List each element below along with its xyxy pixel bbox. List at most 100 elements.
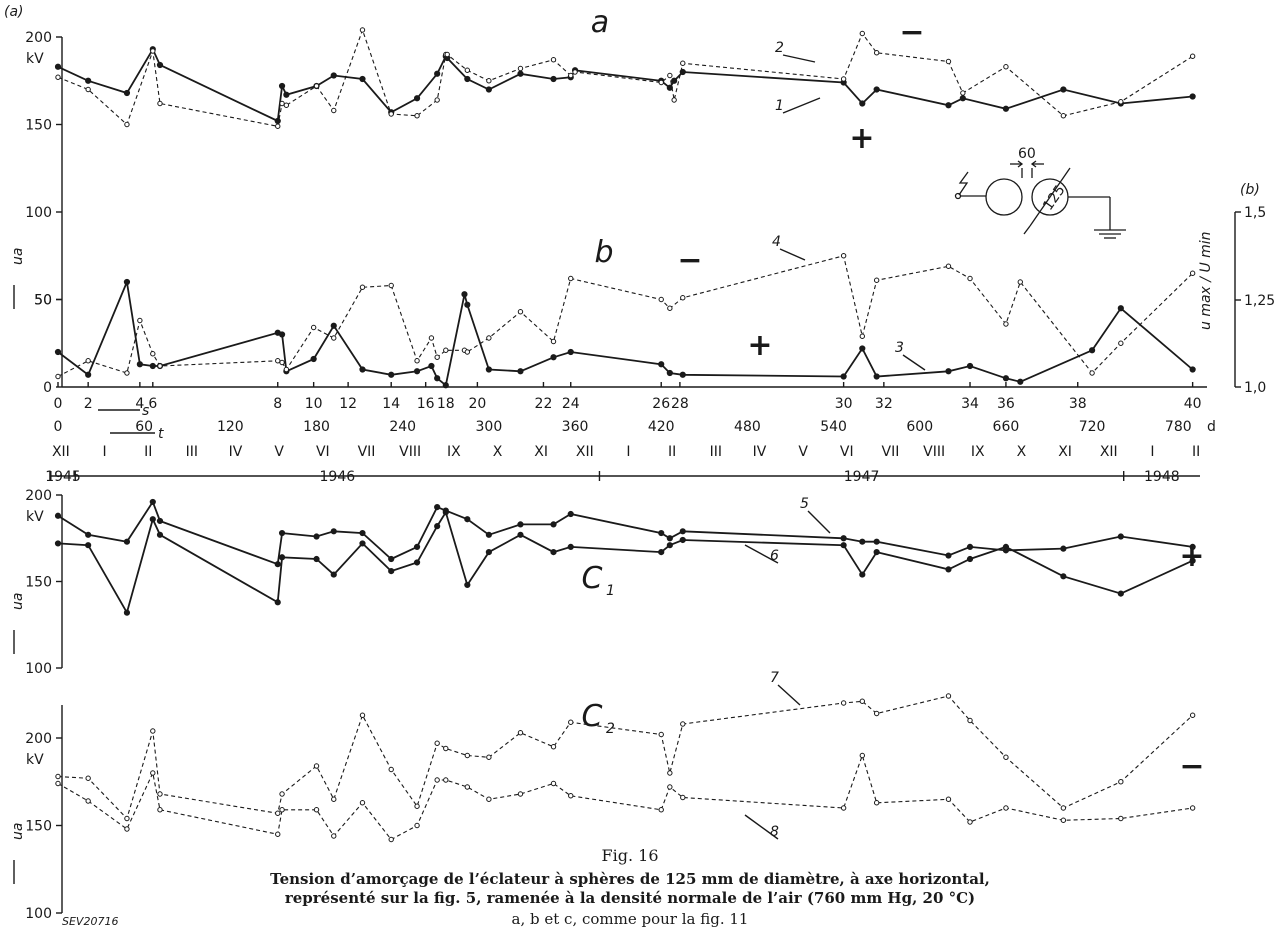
data-point-5 [485, 531, 492, 538]
panel-label-c1-sub: 1 [606, 583, 615, 599]
data-point-8 [873, 800, 880, 806]
data-point-7 [279, 791, 285, 797]
data-point-6 [567, 543, 574, 551]
data-point-4 [486, 335, 492, 341]
data-point-8 [517, 791, 524, 797]
data-point-7 [517, 730, 524, 736]
y-axis-symbol: ua [10, 593, 26, 610]
inset-gap-label: 60 [1018, 146, 1036, 162]
data-point-5 [123, 538, 131, 545]
data-point-4 [124, 370, 130, 376]
y-tick-label: 150 [25, 819, 52, 835]
data-point-8 [1118, 815, 1124, 822]
t-tick-label: 180 [303, 419, 330, 435]
month-label: VII [882, 444, 900, 460]
y-tick-label: 50 [34, 293, 52, 309]
data-layer [54, 27, 1196, 843]
data-point-8 [945, 796, 952, 802]
data-point-6 [966, 555, 974, 563]
data-point-2 [1060, 113, 1067, 119]
series-leader-3 [902, 354, 926, 371]
data-point-6 [434, 523, 441, 530]
s-tick-label: 30 [835, 396, 853, 412]
data-point-8 [859, 752, 865, 759]
data-point-7 [275, 810, 281, 816]
month-label: XII [1100, 444, 1118, 460]
t-tick-label: 0 [54, 419, 63, 435]
data-point-2 [313, 83, 320, 89]
caption-figure-number: Fig. 16 [601, 846, 659, 865]
data-point-2 [275, 123, 281, 129]
data-point-1 [123, 89, 131, 97]
data-point-8 [680, 794, 686, 801]
y-unit-label-c1: kV [26, 509, 44, 525]
data-point-8 [331, 833, 337, 839]
data-point-2 [279, 100, 285, 107]
data-point-8 [157, 807, 163, 813]
y-tick-label: 200 [25, 30, 52, 46]
month-label: I [1150, 444, 1154, 460]
series-sign-1: + [849, 121, 874, 156]
series-line-8 [57, 753, 1193, 841]
data-point-3 [85, 371, 92, 378]
y-axis-symbol: ua [10, 248, 26, 265]
series-leader-8 [744, 814, 779, 840]
data-point-3 [550, 354, 557, 361]
data-point-7 [464, 752, 471, 759]
data-point-2 [859, 30, 865, 37]
y-tick-label: 100 [25, 906, 52, 922]
data-point-7 [55, 773, 61, 780]
s-tick-label: 40 [1184, 396, 1202, 412]
data-point-2 [157, 100, 163, 107]
data-point-8 [434, 777, 440, 783]
data-point-1 [959, 95, 966, 102]
t-tick-label: 540 [820, 419, 847, 435]
data-point-4 [414, 358, 420, 364]
data-point-8 [667, 784, 673, 790]
data-point-3 [310, 355, 317, 363]
data-point-3 [485, 366, 492, 373]
s-tick-label: 16 [417, 396, 435, 412]
data-point-4 [157, 363, 163, 369]
data-point-8 [150, 770, 156, 776]
data-point-4 [464, 349, 471, 355]
data-point-2 [85, 86, 91, 93]
data-point-2 [840, 76, 847, 82]
month-label: XII [576, 444, 594, 460]
t-tick-label: 720 [1079, 419, 1106, 435]
s-tick-label: 38 [1069, 396, 1087, 412]
data-point-4 [275, 358, 281, 364]
data-point-2 [568, 72, 574, 79]
data-point-5 [859, 538, 866, 545]
data-point-3 [388, 371, 395, 378]
year-label: 1948 [1144, 469, 1180, 485]
data-point-6 [873, 548, 880, 556]
data-point-5 [666, 535, 673, 542]
data-point-7 [1189, 712, 1196, 718]
data-point-1 [330, 72, 337, 79]
y-right-tick-label: 1,25 [1244, 293, 1275, 309]
data-point-2 [1003, 64, 1009, 70]
data-point-2 [486, 78, 492, 84]
data-point-3 [517, 368, 524, 375]
data-point-4 [840, 253, 847, 259]
data-point-1 [550, 75, 557, 83]
series-leader-4 [779, 248, 806, 261]
month-label: III [710, 444, 722, 460]
data-point-7 [150, 728, 156, 734]
data-point-5 [1060, 545, 1067, 552]
data-point-1 [156, 61, 164, 69]
data-point-2 [658, 79, 664, 86]
data-point-4 [680, 295, 686, 301]
data-point-1 [517, 70, 524, 77]
data-point-5 [313, 533, 320, 540]
data-point-3 [461, 291, 468, 298]
data-point-1 [945, 102, 952, 109]
right-axis-label: u max / U min [1198, 231, 1214, 330]
data-point-7 [658, 731, 664, 738]
data-point-4 [1003, 321, 1009, 327]
data-point-7 [1003, 754, 1009, 760]
x-unit-label: d [1207, 419, 1216, 435]
sphere-gap-schematic [954, 160, 1126, 239]
month-label: IX [447, 444, 461, 460]
